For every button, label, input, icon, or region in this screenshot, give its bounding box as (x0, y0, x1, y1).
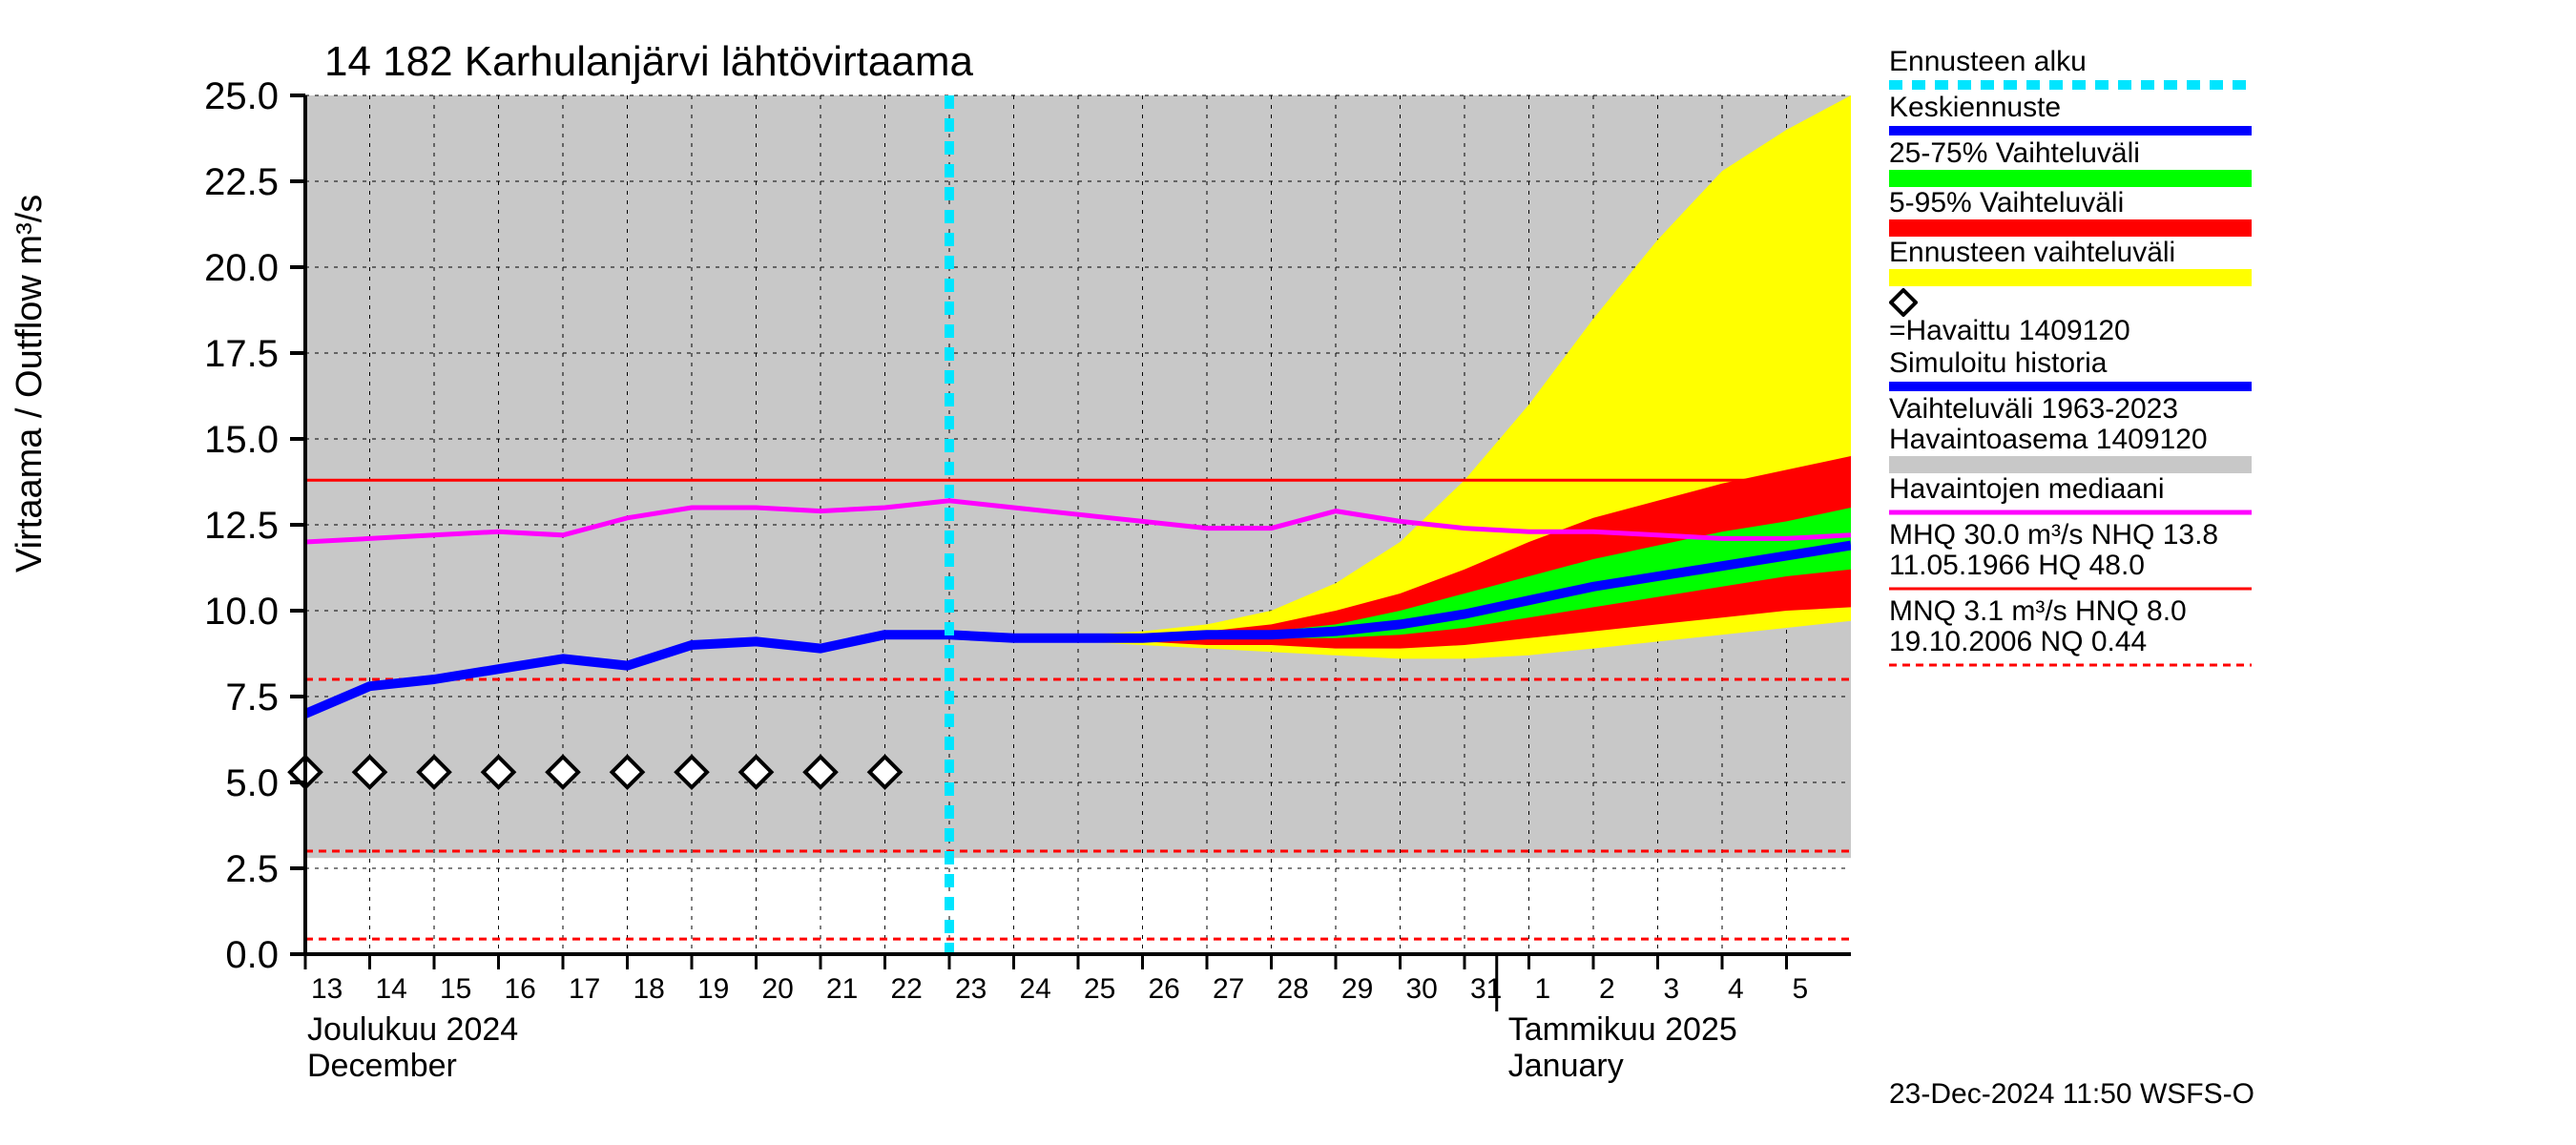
legend-item: Keskiennuste (1889, 94, 2557, 137)
y-tick-label: 15.0 (204, 419, 279, 461)
legend-label: Simuloitu historia (1889, 349, 2557, 380)
legend-swatch (1889, 380, 2252, 393)
y-tick-label: 12.5 (204, 505, 279, 547)
month-label-en: January (1508, 1048, 1624, 1084)
x-tick-label: 17 (569, 973, 600, 1005)
x-tick-label: 15 (440, 973, 471, 1005)
x-tick-label: 29 (1341, 973, 1373, 1005)
legend-swatch (1889, 269, 2252, 286)
y-tick-label: 5.0 (225, 762, 279, 804)
legend-label: =Havaittu 1409120 (1889, 288, 2557, 347)
legend-label: Vaihteluväli 1963-2023 (1889, 395, 2557, 426)
x-tick-label: 24 (1020, 973, 1051, 1005)
x-tick-label: 30 (1406, 973, 1438, 1005)
chart-container: 14 182 Karhulanjärvi lähtövirtaama Virta… (0, 0, 2576, 1145)
legend-label: Ennusteen alku (1889, 48, 2557, 78)
legend-item: Simuloitu historia (1889, 349, 2557, 393)
x-tick-label: 14 (376, 973, 407, 1005)
legend-swatch (1889, 582, 2252, 595)
legend-label: Ennusteen vaihteluväli (1889, 239, 2557, 269)
y-tick-label: 2.5 (225, 848, 279, 890)
legend-item: Havaintojen mediaani (1889, 475, 2557, 519)
legend-item: Ennusteen vaihteluväli (1889, 239, 2557, 286)
legend-item: MNQ 3.1 m³/s HNQ 8.019.10.2006 NQ 0.44 (1889, 597, 2557, 672)
footer-timestamp: 23-Dec-2024 11:50 WSFS-O (1889, 1078, 2254, 1111)
legend-label: MHQ 30.0 m³/s NHQ 13.8 (1889, 521, 2557, 552)
legend-swatch (1889, 456, 2252, 473)
legend-label: 11.05.1966 HQ 48.0 (1889, 552, 2557, 582)
x-tick-label: 25 (1084, 973, 1115, 1005)
x-tick-label: 27 (1213, 973, 1244, 1005)
month-label-fi: Joulukuu 2024 (307, 1011, 518, 1048)
y-tick-label: 10.0 (204, 591, 279, 633)
x-tick-label: 28 (1278, 973, 1309, 1005)
legend-label: MNQ 3.1 m³/s HNQ 8.0 (1889, 597, 2557, 628)
legend-swatch (1889, 78, 2252, 92)
x-tick-label: 18 (634, 973, 665, 1005)
x-tick-label: 13 (311, 973, 343, 1005)
legend-label: 19.10.2006 NQ 0.44 (1889, 628, 2557, 658)
legend-swatch (1889, 124, 2252, 137)
legend-label: Havaintojen mediaani (1889, 475, 2557, 506)
month-label-fi: Tammikuu 2025 (1508, 1011, 1737, 1048)
legend-swatch (1889, 506, 2252, 519)
y-tick-label: 20.0 (204, 247, 279, 289)
legend-item: Vaihteluväli 1963-2023 Havaintoasema 140… (1889, 395, 2557, 473)
chart-title: 14 182 Karhulanjärvi lähtövirtaama (324, 38, 973, 86)
legend-label: 5-95% Vaihteluväli (1889, 189, 2557, 219)
x-tick-label: 23 (955, 973, 987, 1005)
legend-swatch (1889, 170, 2252, 187)
x-tick-label: 26 (1149, 973, 1180, 1005)
month-label-en: December (307, 1048, 457, 1084)
legend-item: 25-75% Vaihteluväli (1889, 139, 2557, 187)
x-tick-label: 1 (1535, 973, 1551, 1005)
y-tick-label: 17.5 (204, 333, 279, 375)
y-tick-label: 22.5 (204, 161, 279, 203)
x-tick-label: 21 (826, 973, 858, 1005)
x-tick-label: 4 (1728, 973, 1744, 1005)
legend-swatch (1889, 219, 2252, 237)
y-tick-label: 0.0 (225, 934, 279, 976)
y-axis-label: Virtaama / Outflow m³/s (10, 195, 51, 572)
x-tick-label: 16 (505, 973, 536, 1005)
y-tick-label: 25.0 (204, 75, 279, 117)
x-tick-label: 22 (891, 973, 923, 1005)
x-tick-label: 2 (1599, 973, 1615, 1005)
legend-label: Havaintoasema 1409120 (1889, 426, 2557, 456)
x-tick-label: 20 (762, 973, 794, 1005)
legend-label: 25-75% Vaihteluväli (1889, 139, 2557, 170)
y-tick-label: 7.5 (225, 677, 279, 718)
legend-item: =Havaittu 1409120 (1889, 288, 2557, 347)
x-tick-label: 5 (1793, 973, 1809, 1005)
legend-item: 5-95% Vaihteluväli (1889, 189, 2557, 237)
x-tick-label: 3 (1664, 973, 1680, 1005)
legend-item: Ennusteen alku (1889, 48, 2557, 92)
legend: Ennusteen alku Keskiennuste 25-75% Vaihtel… (1889, 48, 2557, 674)
legend-label: Keskiennuste (1889, 94, 2557, 124)
x-tick-label: 19 (697, 973, 729, 1005)
legend-swatch (1889, 658, 2252, 672)
legend-item: MHQ 30.0 m³/s NHQ 13.811.05.1966 HQ 48.0 (1889, 521, 2557, 595)
x-tick-label: 31 (1470, 973, 1502, 1005)
